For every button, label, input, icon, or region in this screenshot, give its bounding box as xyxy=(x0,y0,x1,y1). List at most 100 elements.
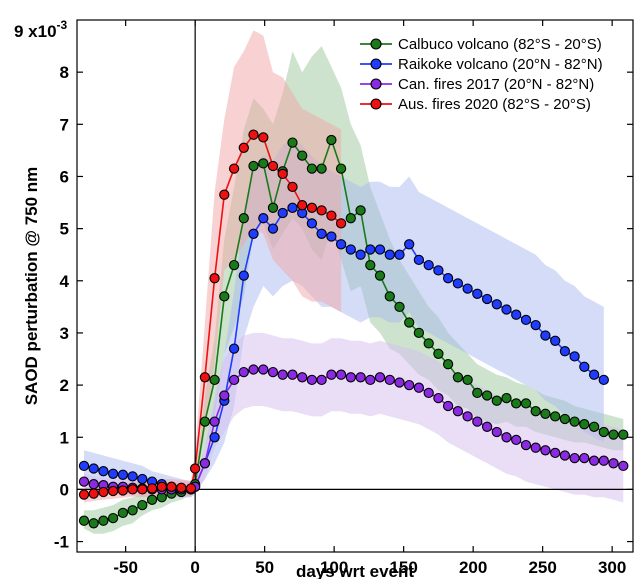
marker-series-3 xyxy=(146,483,158,494)
marker-series-1 xyxy=(78,460,90,472)
marker-series-0 xyxy=(491,395,502,406)
marker-series-2 xyxy=(248,364,259,375)
marker-series-0 xyxy=(146,494,158,505)
marker-series-2 xyxy=(78,476,90,487)
marker-series-2 xyxy=(511,434,522,446)
marker-series-0 xyxy=(559,413,571,425)
marker-series-0 xyxy=(579,419,590,430)
marker-series-3 xyxy=(156,481,167,492)
marker-series-0 xyxy=(127,505,138,516)
marker-series-2 xyxy=(559,450,571,461)
marker-series-2 xyxy=(588,455,600,466)
marker-series-1 xyxy=(472,288,483,299)
band-series-1 xyxy=(84,140,604,498)
marker-series-0 xyxy=(384,291,395,302)
y-scale-label: 9 x10-3 xyxy=(14,18,68,41)
marker-series-2 xyxy=(335,369,347,380)
marker-series-1 xyxy=(228,343,240,354)
marker-series-0 xyxy=(433,348,444,359)
y-tick-label: 2 xyxy=(60,376,69,395)
marker-series-0 xyxy=(481,390,493,401)
marker-series-3 xyxy=(189,463,201,474)
marker-series-2 xyxy=(209,416,220,427)
marker-series-1 xyxy=(413,254,425,266)
marker-series-1 xyxy=(520,314,532,326)
marker-series-2 xyxy=(452,406,464,417)
x-tick-label: 250 xyxy=(528,558,556,577)
marker-series-1 xyxy=(384,249,395,260)
marker-series-2 xyxy=(433,392,444,404)
x-tick-label: 0 xyxy=(190,558,199,577)
marker-series-2 xyxy=(88,479,99,490)
marker-series-1 xyxy=(98,466,109,477)
x-tick-label: 300 xyxy=(598,558,626,577)
legend-label-2: Can. fires 2017 (20°N - 82°N) xyxy=(398,76,594,93)
marker-series-0 xyxy=(588,421,600,432)
marker-series-3 xyxy=(335,218,347,229)
marker-series-0 xyxy=(550,411,561,422)
marker-series-3 xyxy=(209,273,220,284)
y-tick-label: 0 xyxy=(60,480,69,499)
y-axis-label: SAOD perturbation @ 750 nm xyxy=(22,167,41,406)
y-tick-label: 1 xyxy=(60,428,69,447)
marker-series-1 xyxy=(423,259,434,271)
marker-series-1 xyxy=(316,228,327,239)
marker-series-2 xyxy=(491,426,502,438)
marker-series-0 xyxy=(365,259,376,271)
plot-frame xyxy=(76,19,634,553)
marker-series-0 xyxy=(137,499,148,511)
x-tick-label: 200 xyxy=(459,558,487,577)
marker-series-1 xyxy=(127,471,138,482)
band-series-2 xyxy=(84,332,624,503)
marker-series-2 xyxy=(316,374,327,386)
marker-series-2 xyxy=(608,458,619,469)
marker-series-1 xyxy=(530,319,541,331)
marker-series-3 xyxy=(199,372,211,383)
marker-series-3 xyxy=(137,484,148,495)
marker-series-0 xyxy=(540,408,551,419)
marker-series-3 xyxy=(277,168,288,180)
marker-series-1 xyxy=(462,283,473,294)
marker-series-1 xyxy=(501,304,512,315)
marker-series-0 xyxy=(287,137,298,148)
marker-series-1 xyxy=(374,244,386,255)
marker-series-2 xyxy=(404,379,415,391)
marker-series-1 xyxy=(394,249,405,260)
marker-series-0 xyxy=(394,301,405,313)
marker-series-2 xyxy=(540,445,551,456)
legend-label-0: Calbuco volcano (82°S - 20°S) xyxy=(398,36,602,53)
marker-series-1 xyxy=(137,473,148,485)
marker-series-0 xyxy=(267,202,279,213)
marker-series-1 xyxy=(452,278,464,289)
y-tick-label: 4 xyxy=(60,272,70,291)
marker-series-2 xyxy=(384,374,395,386)
marker-series-2 xyxy=(618,460,629,472)
marker-series-0 xyxy=(199,416,211,427)
marker-series-0 xyxy=(618,429,629,440)
marker-series-1 xyxy=(404,239,415,250)
marker-series-3 xyxy=(326,210,337,221)
marker-series-0 xyxy=(238,213,249,224)
marker-series-3 xyxy=(127,484,138,495)
marker-series-2 xyxy=(199,458,211,469)
y-tick-label: 7 xyxy=(60,115,69,134)
marker-series-0 xyxy=(297,150,308,161)
marker-series-1 xyxy=(588,369,600,380)
marker-series-1 xyxy=(277,207,288,219)
marker-series-2 xyxy=(219,390,230,401)
marker-series-0 xyxy=(228,259,240,271)
marker-series-2 xyxy=(579,452,590,464)
legend: Calbuco volcano (82°S - 20°S) Raikoke vol… xyxy=(360,36,603,113)
marker-series-3 xyxy=(258,132,269,143)
x-tick-label: 50 xyxy=(255,558,274,577)
marker-series-2 xyxy=(501,432,512,443)
uncertainty-bands xyxy=(84,30,624,534)
marker-series-1 xyxy=(511,309,522,320)
marker-series-0 xyxy=(355,205,366,216)
marker-series-1 xyxy=(287,202,298,213)
marker-series-1 xyxy=(88,463,99,474)
marker-series-0 xyxy=(316,163,327,174)
legend-marker-2 xyxy=(370,78,382,90)
